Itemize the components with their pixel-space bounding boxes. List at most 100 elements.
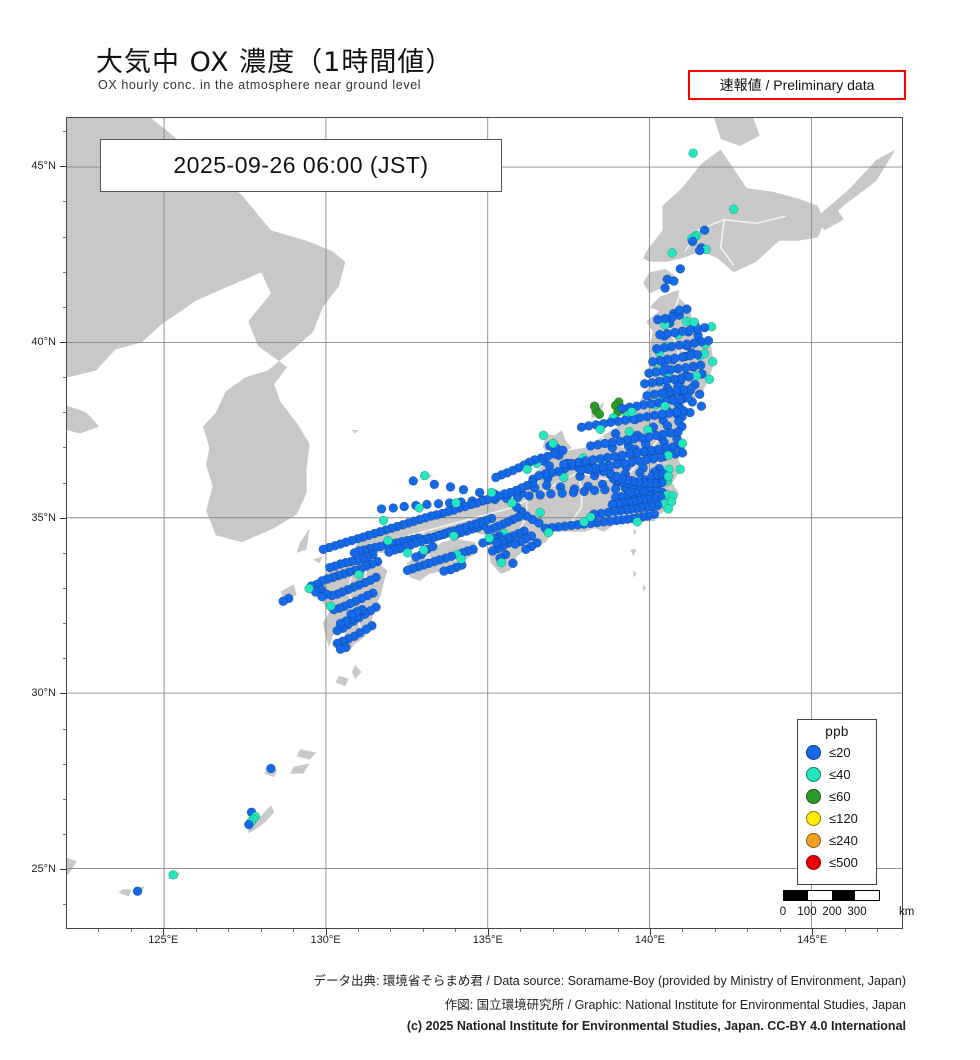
station-point[interactable] — [642, 390, 652, 401]
station-point[interactable] — [535, 507, 545, 518]
legend-item[interactable]: ≤120 — [798, 807, 876, 829]
station-point[interactable] — [346, 609, 356, 619]
station-point[interactable] — [439, 566, 449, 576]
station-point[interactable] — [675, 264, 686, 274]
station-point[interactable] — [402, 565, 413, 576]
station-point[interactable] — [677, 326, 688, 336]
station-point[interactable] — [522, 464, 532, 475]
station-point[interactable] — [510, 539, 520, 549]
station-point[interactable] — [383, 535, 393, 546]
station-point[interactable] — [667, 248, 677, 258]
station-point[interactable] — [486, 487, 497, 498]
legend-item[interactable]: ≤60 — [798, 785, 876, 807]
station-point[interactable] — [663, 471, 674, 482]
station-point[interactable] — [492, 538, 502, 548]
legend-item[interactable]: ≤500 — [798, 851, 876, 873]
station-point[interactable] — [326, 601, 336, 611]
station-point[interactable] — [408, 476, 419, 486]
station-point[interactable] — [496, 557, 507, 568]
station-point[interactable] — [589, 401, 600, 411]
station-point[interactable] — [663, 504, 674, 514]
station-point[interactable] — [688, 148, 698, 158]
station-point[interactable] — [704, 374, 715, 384]
station-point[interactable] — [451, 498, 461, 508]
station-point[interactable] — [617, 403, 627, 414]
station-point[interactable] — [689, 317, 699, 327]
station-point[interactable] — [576, 465, 586, 476]
station-point[interactable] — [559, 459, 569, 470]
station-point[interactable] — [610, 428, 621, 439]
station-point[interactable] — [317, 591, 327, 602]
station-point[interactable] — [687, 236, 698, 247]
station-point[interactable] — [696, 401, 707, 411]
station-point[interactable] — [600, 484, 610, 495]
station-point[interactable] — [419, 470, 430, 481]
station-point[interactable] — [694, 245, 705, 256]
station-point[interactable] — [456, 554, 466, 564]
station-point[interactable] — [168, 869, 178, 880]
station-point[interactable] — [589, 485, 600, 496]
station-point[interactable] — [376, 504, 387, 514]
station-point[interactable] — [354, 569, 364, 580]
station-point[interactable] — [538, 430, 549, 441]
station-point[interactable] — [427, 541, 438, 552]
station-point[interactable] — [132, 886, 143, 896]
station-point[interactable] — [508, 558, 518, 569]
station-point[interactable] — [458, 484, 469, 495]
station-point[interactable] — [655, 329, 665, 340]
station-point[interactable] — [579, 486, 589, 497]
station-point[interactable] — [402, 548, 413, 558]
station-point[interactable] — [675, 464, 686, 475]
station-point[interactable] — [660, 283, 670, 293]
station-point[interactable] — [335, 644, 346, 654]
station-point[interactable] — [521, 544, 531, 555]
station-point[interactable] — [543, 527, 554, 538]
station-point[interactable] — [534, 470, 544, 481]
station-point[interactable] — [674, 305, 685, 315]
station-point[interactable] — [478, 538, 488, 548]
station-point[interactable] — [266, 763, 276, 774]
station-point[interactable] — [411, 552, 421, 562]
station-point[interactable] — [278, 596, 288, 606]
station-point[interactable] — [414, 503, 424, 513]
station-point[interactable] — [548, 438, 558, 449]
station-point[interactable] — [652, 314, 663, 325]
station-point[interactable] — [728, 204, 739, 214]
station-point[interactable] — [669, 276, 679, 286]
station-point[interactable] — [684, 372, 694, 382]
station-point[interactable] — [625, 487, 635, 498]
legend-item[interactable]: ≤240 — [798, 829, 876, 851]
station-point[interactable] — [576, 422, 587, 432]
station-point[interactable] — [474, 487, 485, 498]
station-point[interactable] — [491, 472, 501, 483]
station-point[interactable] — [585, 512, 596, 522]
station-point[interactable] — [335, 618, 346, 629]
station-point[interactable] — [429, 479, 440, 490]
station-point[interactable] — [635, 468, 645, 478]
station-point[interactable] — [304, 583, 314, 594]
station-point[interactable] — [546, 489, 556, 499]
station-point[interactable] — [487, 546, 498, 556]
station-point[interactable] — [384, 547, 394, 557]
station-point[interactable] — [484, 533, 495, 543]
station-point[interactable] — [507, 498, 517, 508]
station-point[interactable] — [660, 401, 670, 411]
station-point[interactable] — [674, 340, 685, 350]
station-point[interactable] — [557, 488, 567, 498]
station-point[interactable] — [449, 531, 459, 541]
station-point[interactable] — [568, 487, 579, 498]
station-point[interactable] — [558, 445, 568, 456]
station-point[interactable] — [541, 480, 552, 491]
station-point[interactable] — [585, 441, 596, 451]
station-point[interactable] — [627, 407, 637, 417]
station-point[interactable] — [318, 544, 329, 555]
map-canvas[interactable] — [66, 117, 903, 929]
station-point[interactable] — [651, 343, 662, 354]
station-point[interactable] — [445, 482, 456, 492]
station-point[interactable] — [399, 501, 409, 512]
station-point[interactable] — [707, 356, 718, 367]
station-point[interactable] — [610, 484, 621, 494]
station-point[interactable] — [388, 503, 398, 513]
station-point[interactable] — [639, 379, 650, 389]
station-point[interactable] — [594, 409, 605, 420]
